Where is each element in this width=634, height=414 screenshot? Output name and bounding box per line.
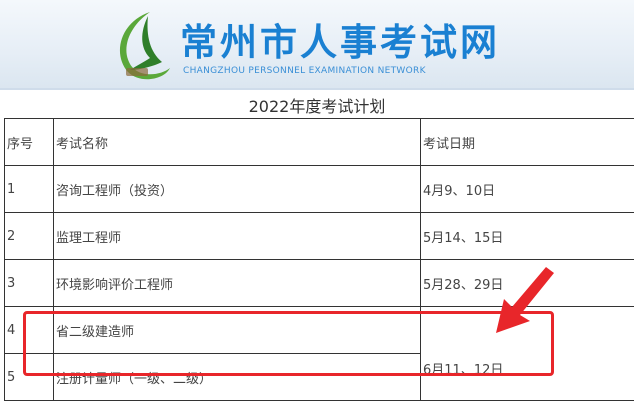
site-logo-icon bbox=[119, 12, 170, 80]
row-name: 环境影响评价工程师 bbox=[53, 259, 421, 307]
row-name: 监理工程师 bbox=[53, 212, 421, 260]
plan-title: 2022年度考试计划 bbox=[248, 97, 386, 116]
column-header-date: 考试日期 bbox=[420, 118, 634, 166]
exam-schedule-table: 序号 考试名称 考试日期 1 咨询工程师（投资） 4月9、10日 2 监理工程师… bbox=[4, 118, 634, 401]
column-header-name: 考试名称 bbox=[53, 118, 421, 166]
row-no: 2 bbox=[4, 212, 54, 260]
site-banner: 常州市人事考试网 CHANGZHOU PERSONNEL EXAMINATION… bbox=[0, 0, 634, 90]
row-no: 3 bbox=[4, 259, 54, 307]
site-title: 常州市人事考试网 bbox=[180, 21, 500, 64]
table-header-row: 序号 考试名称 考试日期 bbox=[4, 118, 634, 166]
row-date: 4月9、10日 bbox=[420, 165, 634, 213]
row-name: 注册计量师（一级、二级） bbox=[53, 353, 421, 401]
red-arrow-icon bbox=[496, 267, 554, 333]
highlight-box bbox=[23, 311, 554, 376]
table-row: 3 环境影响评价工程师 5月28、29日 bbox=[4, 259, 634, 307]
row-no: 4 bbox=[4, 306, 54, 354]
table-row: 4 省二级建造师 6月11、12日 bbox=[4, 306, 634, 401]
table-row: 5 注册计量师（一级、二级） bbox=[4, 353, 634, 401]
row-date: 5月14、15日 bbox=[420, 212, 634, 260]
site-subtitle: CHANGZHOU PERSONNEL EXAMINATION NETWORK bbox=[183, 66, 426, 76]
table-row: 1 咨询工程师（投资） 4月9、10日 bbox=[4, 165, 634, 213]
column-header-no: 序号 bbox=[4, 118, 54, 166]
row-no: 1 bbox=[4, 165, 54, 213]
row-name: 咨询工程师（投资） bbox=[53, 165, 421, 213]
table-row: 2 监理工程师 5月14、15日 bbox=[4, 212, 634, 260]
